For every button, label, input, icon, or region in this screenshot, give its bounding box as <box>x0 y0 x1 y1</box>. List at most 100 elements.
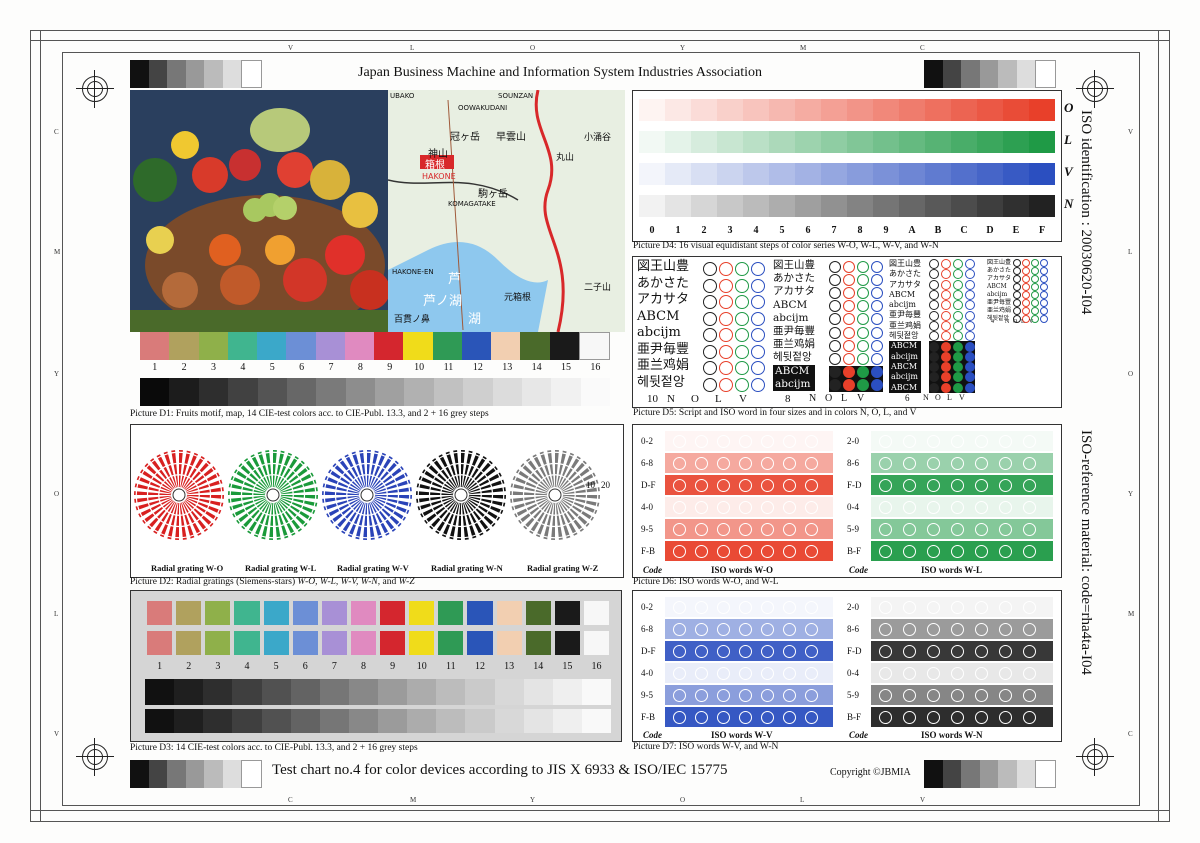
step-number: 7 <box>328 362 334 373</box>
iso-glyph-icon <box>879 435 892 448</box>
iso-glyph-icon <box>695 501 708 514</box>
d5-column-10: 図王山豊 あかさた アカサタ ABCM abcijm 亜尹毎豐 亜兰鸡娟 헤뒷젙앙 <box>637 259 689 391</box>
cie-swatch <box>234 631 260 655</box>
iso-glyph-icon <box>735 311 749 326</box>
iso-glyph-icon <box>1013 307 1021 315</box>
code-label: F-B <box>641 712 656 722</box>
star-spoke <box>338 458 363 489</box>
step-number: 14 <box>531 362 542 373</box>
star-spoke <box>539 451 553 488</box>
code-label: 6-8 <box>641 624 653 634</box>
iso-glyph-icon <box>829 273 841 286</box>
star-spoke <box>163 451 177 488</box>
color-step <box>665 99 691 121</box>
code-label: 0-2 <box>641 602 653 612</box>
color-label: V <box>959 393 965 402</box>
color-step <box>925 99 951 121</box>
iso-glyph-icon <box>761 645 774 658</box>
glyph-row <box>1013 267 1048 275</box>
star-spoke <box>468 497 504 515</box>
d5-size-label: 6 <box>905 393 910 403</box>
script-sample: abcijm <box>773 377 815 392</box>
star-spoke <box>535 502 553 538</box>
iso-glyph-icon <box>927 457 940 470</box>
iso-glyph-icon <box>929 341 939 352</box>
star-ring <box>534 474 576 516</box>
script-sample: アカサタ <box>987 275 1012 282</box>
iso-glyph-icon <box>927 601 940 614</box>
map-label: 湖 <box>468 312 482 327</box>
iso-glyph-icon <box>751 311 765 326</box>
star-spoke <box>422 469 455 491</box>
iso-glyph-icon <box>703 311 717 326</box>
star-spoke <box>543 502 554 540</box>
iso-glyph-icon <box>673 479 686 492</box>
star-spoke <box>278 500 308 527</box>
star-center <box>360 488 374 502</box>
color-step <box>899 131 925 153</box>
d2-label: Radial grating W-O <box>151 563 224 573</box>
iso-glyph-icon <box>1023 479 1036 492</box>
iso-glyph-icon <box>673 457 686 470</box>
step-label: A <box>908 225 916 236</box>
iso-glyph-icon <box>975 645 988 658</box>
color-step <box>665 131 691 153</box>
cie-swatch <box>491 332 521 360</box>
star-spoke <box>547 450 555 488</box>
iso-glyph-icon <box>673 501 686 514</box>
iso-glyph-icon <box>1023 689 1036 702</box>
step-number: 12 <box>474 661 485 672</box>
star-spoke <box>368 450 379 488</box>
caption-d5: Picture D5: Script and ISO word in four … <box>633 408 917 418</box>
iso-glyph-icon <box>695 523 708 536</box>
star-spoke <box>326 498 361 518</box>
star-spoke <box>468 495 506 499</box>
star-spoke <box>185 472 220 492</box>
iso-glyph-icon <box>953 290 963 301</box>
iso-glyph-icon <box>927 501 940 514</box>
iso-glyph-icon <box>695 545 708 558</box>
iso-glyph-icon <box>879 479 892 492</box>
iso-glyph-icon <box>965 382 975 393</box>
iso-glyph-icon <box>783 479 796 492</box>
map-label: OOWAKUDANI <box>458 104 508 112</box>
color-step <box>925 131 951 153</box>
cie-swatch <box>205 631 231 655</box>
star-spoke <box>561 499 594 521</box>
cie-swatch <box>467 631 493 655</box>
color-step <box>795 131 821 153</box>
step-label: C <box>960 225 968 236</box>
star-spoke <box>180 450 191 488</box>
star-spoke <box>323 497 360 511</box>
script-sample: abcijm <box>889 300 916 310</box>
star-spoke <box>183 501 208 532</box>
star-spoke <box>275 502 289 539</box>
cie-swatch <box>461 332 491 360</box>
iso-glyph-icon <box>953 362 963 373</box>
script-sample: abcijm <box>889 372 921 383</box>
iso-glyph-icon <box>1013 259 1021 267</box>
cie-swatch <box>432 332 462 360</box>
iso-glyph-icon <box>903 601 916 614</box>
color-step <box>821 131 847 153</box>
iso-glyph-icon <box>879 601 892 614</box>
star-spoke <box>140 469 173 491</box>
step-label: 1 <box>675 225 681 236</box>
color-step <box>1029 163 1055 185</box>
star-spoke <box>236 499 267 524</box>
color-step <box>743 163 769 185</box>
star-spoke <box>322 491 360 495</box>
iso-glyph-icon <box>871 379 883 392</box>
star-spoke <box>367 450 371 488</box>
star-spoke <box>510 483 548 494</box>
color-label: O <box>691 393 699 405</box>
iso-glyph-icon <box>965 372 975 383</box>
star-spoke <box>276 501 296 536</box>
step-number: 13 <box>504 661 515 672</box>
iso-glyph-icon <box>735 377 749 392</box>
footer-title: Test chart no.4 for color devices accord… <box>272 762 728 778</box>
iso-glyph-icon <box>1040 283 1048 291</box>
cie-swatch <box>234 601 260 625</box>
iso-glyph-icon <box>999 689 1012 702</box>
iso-glyph-icon <box>929 290 939 301</box>
